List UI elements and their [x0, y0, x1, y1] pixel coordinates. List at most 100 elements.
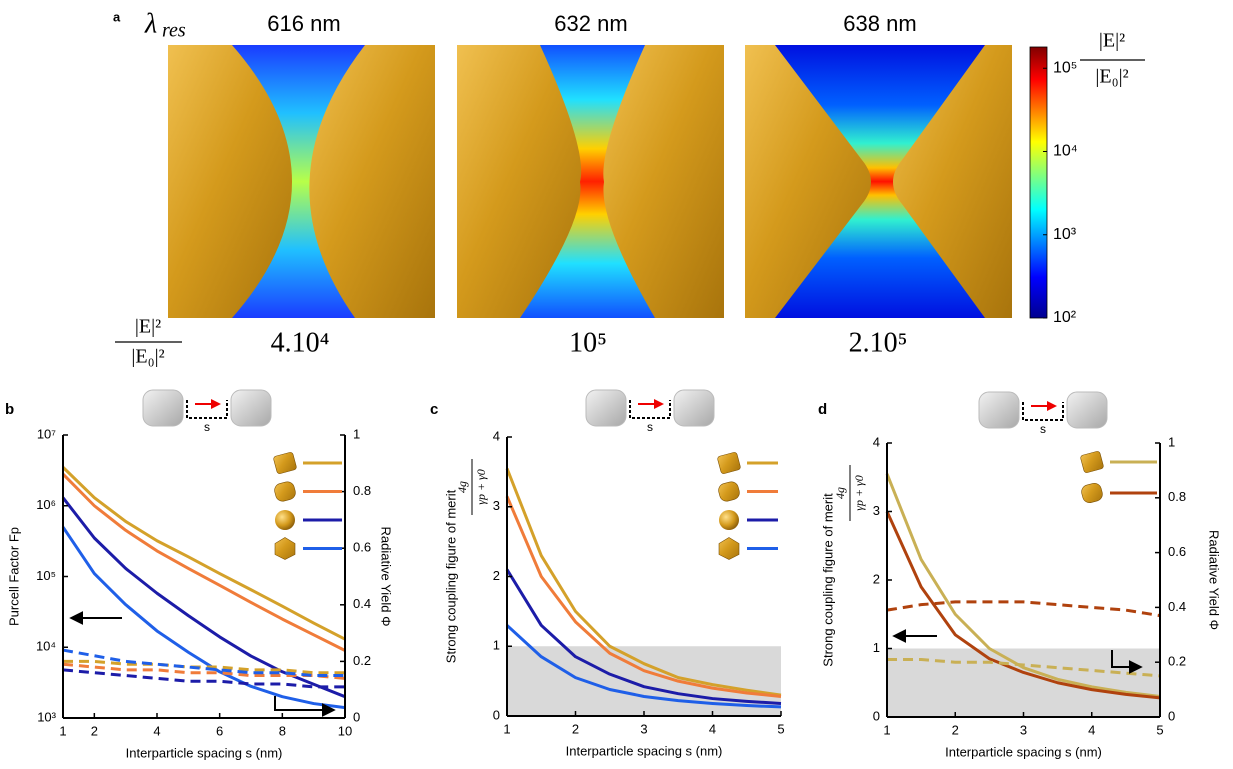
x-tick-label: 1	[883, 722, 890, 737]
y2-tick-label: 0.6	[353, 540, 371, 555]
x-tick-label: 5	[777, 721, 784, 736]
panel-label: d	[818, 401, 827, 418]
y-formula: 4g γp + γ0	[455, 459, 488, 515]
y-tick-label: 10⁵	[36, 568, 56, 583]
x-tick-label: 4	[1088, 722, 1095, 737]
data-line	[505, 467, 782, 697]
y2-tick-label: 0.4	[1168, 599, 1186, 614]
legend-icon	[718, 537, 740, 560]
shaded-region	[887, 648, 1160, 717]
colorbar-numerator: |E|²	[1099, 30, 1125, 52]
enhancement-denominator: |E₀|²	[131, 346, 164, 368]
data-line	[505, 495, 782, 698]
data-line	[61, 526, 346, 710]
x-tick-label: 1	[503, 721, 510, 736]
wavelength: 632 nm	[554, 11, 627, 36]
y-tick-label: 1	[493, 638, 500, 653]
y2-tick-label: 0.8	[353, 483, 371, 498]
formula-numerator: 4g	[455, 481, 469, 493]
legend-icon	[717, 452, 741, 474]
y2-tick-label: 0	[1168, 708, 1175, 723]
data-line	[505, 568, 782, 705]
y2-tick-label: 0.2	[353, 653, 371, 668]
y-tick-label: 3	[493, 498, 500, 513]
enhancement-value: 2.10⁵	[849, 327, 908, 358]
y-axis-label: Strong coupling figure of merit	[820, 493, 835, 667]
y-tick-label: 10³	[37, 709, 56, 724]
y2-tick-label: 1	[1168, 434, 1175, 449]
legend-icon	[274, 537, 296, 560]
x-axis-label: Interparticle spacing s (nm)	[126, 745, 283, 760]
y-tick-label: 0	[873, 708, 880, 723]
y2-tick-label: 0.4	[353, 596, 371, 611]
particle-icon	[585, 389, 627, 427]
y-tick-label: 10⁷	[37, 426, 56, 441]
x-tick-label: 1	[59, 723, 66, 738]
colorbar	[1029, 46, 1048, 319]
panel-label: c	[430, 401, 438, 418]
y2-axis-label: Radiative Yield Φ	[379, 527, 394, 627]
gap-label: s	[1040, 422, 1046, 436]
gap-bracket	[629, 400, 671, 419]
y2-tick-label: 0.8	[1168, 489, 1186, 504]
x-tick-label: 3	[640, 721, 647, 736]
y-tick-label: 10⁴	[36, 639, 56, 654]
field-map	[745, 45, 1012, 318]
wavelength: 638 nm	[843, 11, 916, 36]
data-line	[885, 510, 1161, 700]
data-line	[886, 600, 1161, 618]
gap-bracket	[186, 400, 228, 419]
lambda-subscript: res	[162, 20, 186, 42]
y-tick-label: 1	[873, 640, 880, 655]
legend-icon	[718, 481, 740, 502]
gap-label: s	[204, 420, 210, 434]
panel-label: b	[5, 401, 14, 418]
data-line	[505, 624, 782, 709]
y-tick-label: 10⁶	[36, 497, 56, 512]
y-tick-label: 2	[873, 571, 880, 586]
data-line	[885, 473, 1161, 698]
y-axis-label: Strong coupling figure of merit	[443, 489, 458, 663]
x-tick-label: 5	[1156, 722, 1163, 737]
axis-arrow	[1111, 650, 1143, 674]
data-line	[61, 466, 346, 641]
particle-icon	[978, 391, 1020, 429]
y2-tick-label: 1	[353, 426, 360, 441]
wavelength: 616 nm	[267, 11, 340, 36]
x-tick-label: 8	[279, 723, 286, 738]
y-tick-label: 2	[493, 568, 500, 583]
data-line	[61, 473, 346, 652]
y-tick-label: 4	[493, 428, 500, 443]
particle-icon	[673, 389, 715, 427]
x-tick-label: 3	[1020, 722, 1027, 737]
colorbar-tick-label: 10²	[1053, 309, 1077, 326]
particle-icon	[230, 389, 272, 427]
y-formula: 4g γp + γ0	[833, 465, 866, 521]
y2-tick-label: 0	[353, 709, 360, 724]
colorbar-denominator: |E₀|²	[1095, 66, 1128, 88]
colorbar-tick-label: 10³	[1053, 226, 1077, 243]
legend-icon	[273, 452, 297, 474]
x-tick-label: 6	[216, 723, 223, 738]
colorbar-tick-label: 10⁴	[1053, 143, 1078, 160]
x-tick-label: 4	[153, 723, 160, 738]
x-tick-label: 2	[952, 722, 959, 737]
y-tick-label: 4	[873, 434, 880, 449]
x-tick-label: 2	[572, 721, 579, 736]
lambda-symbol: λ	[144, 8, 157, 39]
data-line	[887, 657, 1161, 678]
y-axis-label: Purcell Factor Fp	[6, 527, 21, 626]
legend-icon	[1081, 482, 1103, 504]
axis-arrow	[274, 696, 336, 717]
particle-icon	[1066, 391, 1108, 429]
enhancement-value: 10⁵	[569, 327, 607, 358]
x-axis-label: Interparticle spacing s (nm)	[945, 744, 1102, 759]
x-axis-label: Interparticle spacing s (nm)	[566, 743, 723, 758]
formula-denominator: γp + γ0	[852, 475, 866, 511]
formula-numerator: 4g	[833, 487, 847, 499]
field-map	[457, 45, 724, 318]
gap-bracket	[1022, 402, 1064, 421]
y2-tick-label: 0.2	[1168, 654, 1186, 669]
field-map	[168, 45, 435, 318]
